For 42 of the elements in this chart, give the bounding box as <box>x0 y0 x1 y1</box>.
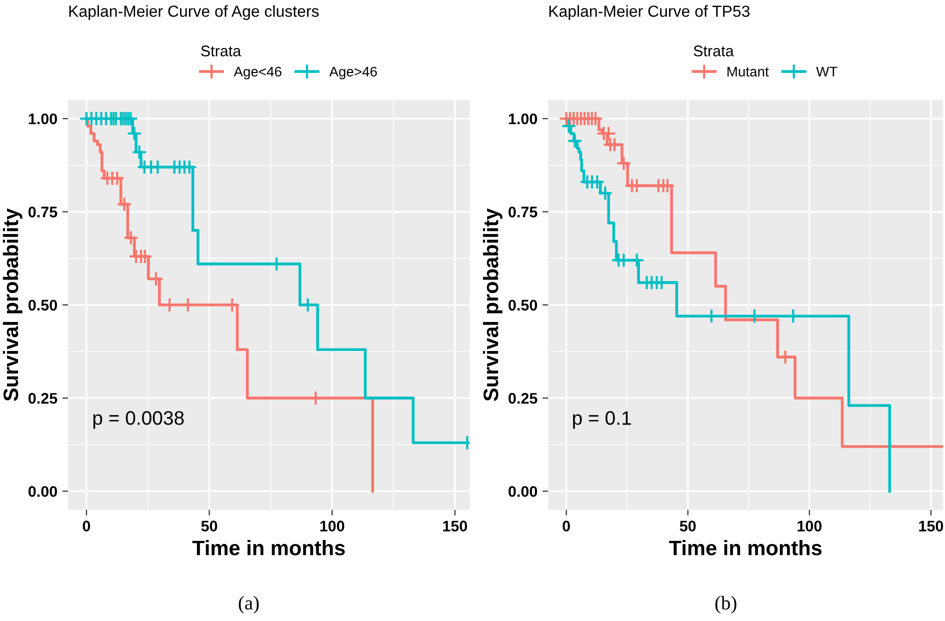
x-tick-label: 0 <box>82 520 90 532</box>
y-tick-label: 0.50 <box>508 300 538 311</box>
point <box>616 156 632 171</box>
text: (b) <box>715 596 736 614</box>
y-axis-title: Survival probability <box>482 208 502 401</box>
x-tick-label: 150 <box>919 520 944 532</box>
legend-label: Mutant <box>728 66 769 77</box>
point <box>567 133 582 149</box>
y-tick-label: 0.00 <box>28 486 57 497</box>
y-tick-label: 0.75 <box>28 206 58 218</box>
legend-label: WT <box>816 66 838 76</box>
y-axis-title: Survival probability <box>2 208 22 401</box>
y-tick-label: 0.25 <box>508 392 538 404</box>
legend-title: Strata <box>201 46 242 56</box>
x-tick-label: 100 <box>320 520 344 532</box>
x-tick-label: 0 <box>562 520 570 532</box>
legend-label: Age>46 <box>329 66 377 80</box>
point <box>116 196 132 212</box>
x-axis-title: Time in months <box>669 540 822 556</box>
x-tick-label: 100 <box>798 520 822 532</box>
point <box>590 174 605 190</box>
x-tick-label: 50 <box>201 520 218 532</box>
point <box>123 230 139 246</box>
x-tick-label: 50 <box>680 520 696 532</box>
annotation: p = 0.0038 <box>93 411 184 429</box>
x-axis-title: Time in months <box>192 540 345 556</box>
chart-title: Kaplan-Meier Curve of Age clusters <box>69 5 319 20</box>
point <box>126 126 142 142</box>
y-tick-label: 0.75 <box>508 206 538 218</box>
legend-title: Strata <box>694 46 734 56</box>
y-tick-label: 0.25 <box>28 392 58 404</box>
point <box>598 185 613 201</box>
y-tick-label: 1.00 <box>508 113 538 124</box>
annotation: p = 0.1 <box>573 411 631 429</box>
y-tick-label: 0.50 <box>28 300 57 311</box>
x-tick-label: 150 <box>443 520 468 532</box>
y-tick-label: 1.00 <box>28 113 57 124</box>
chart-title: Kaplan-Meier Curve of TP53 <box>549 5 750 20</box>
text: (a) <box>238 596 259 614</box>
y-tick-label: 0.00 <box>508 486 538 497</box>
point <box>132 144 147 160</box>
legend-label: Age<46 <box>234 66 282 80</box>
